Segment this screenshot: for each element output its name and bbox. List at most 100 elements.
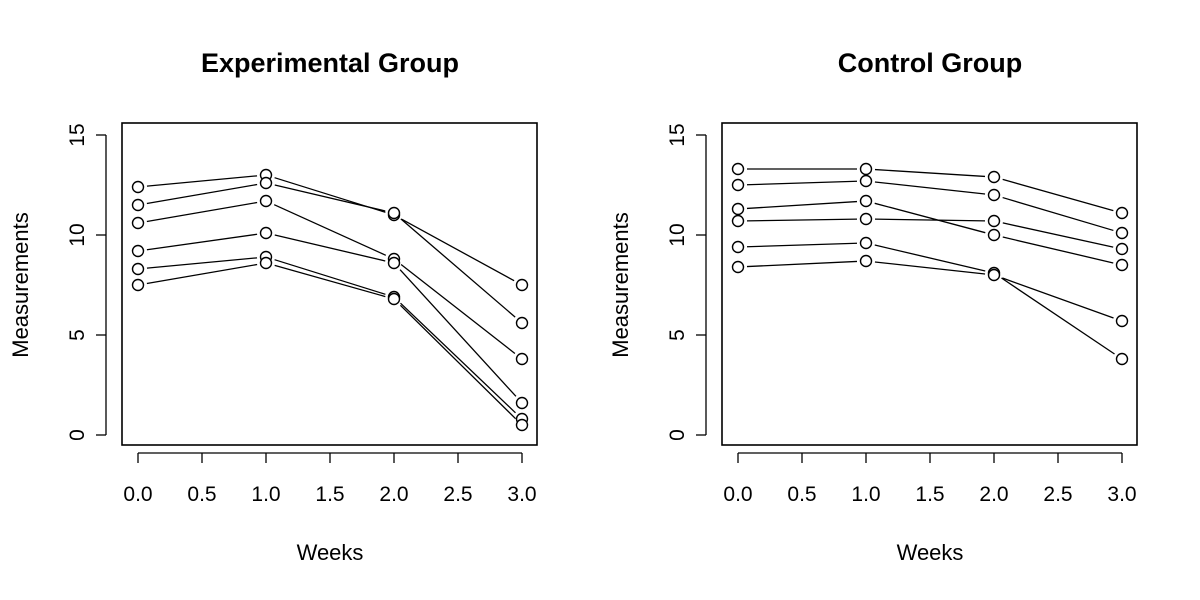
- data-point: [515, 352, 529, 366]
- data-point: [131, 216, 145, 230]
- series-segment: [146, 233, 258, 251]
- chart-title: Control Group: [838, 48, 1022, 78]
- series-line: [131, 194, 529, 366]
- data-point: [515, 396, 529, 410]
- plot-frame: [721, 122, 1138, 446]
- x-axis-label: Weeks: [897, 540, 964, 565]
- y-tick-label: 5: [666, 329, 689, 341]
- y-tick-label: 0: [66, 429, 89, 441]
- series-segment: [146, 175, 258, 187]
- data-point: [131, 278, 145, 292]
- series-segment: [874, 218, 986, 222]
- data-point: [131, 180, 145, 194]
- series-segment: [1002, 196, 1114, 232]
- data-point: [859, 212, 873, 226]
- x-tick-label: 0.5: [187, 483, 216, 506]
- y-axis-label: Measurements: [8, 212, 33, 358]
- series-line: [131, 256, 529, 432]
- x-tick-label: 0.0: [123, 483, 152, 506]
- data-point: [131, 262, 145, 276]
- series-segment: [274, 184, 386, 212]
- y-tick-label: 15: [66, 123, 89, 146]
- series-line: [131, 226, 529, 410]
- data-point: [731, 178, 745, 192]
- series-segment: [746, 218, 858, 222]
- series-line: [731, 174, 1129, 240]
- data-point: [387, 206, 401, 220]
- y-axis-label: Measurements: [608, 212, 633, 358]
- x-tick-label: 2.5: [1043, 483, 1072, 506]
- series-segment: [1002, 178, 1114, 212]
- data-point: [859, 174, 873, 188]
- plot-area: 0.0 0.5 1.0 1.5 2.0 2.5 3.0 0 5 10 15: [66, 123, 537, 506]
- data-point: [259, 256, 273, 270]
- series-segment: [401, 218, 515, 282]
- y-tick-label: 10: [66, 223, 89, 246]
- x-tick-label: 3.0: [1107, 483, 1136, 506]
- series-line: [131, 176, 529, 330]
- plot-frame: [121, 122, 538, 446]
- data-point: [859, 194, 873, 208]
- data-point: [987, 268, 1001, 282]
- chart-title: Experimental Group: [201, 48, 459, 78]
- y-tick-label: 10: [666, 223, 689, 246]
- y-tick-label: 0: [666, 429, 689, 441]
- data-point: [731, 162, 745, 176]
- data-point: [515, 418, 529, 432]
- series-segment: [146, 183, 258, 205]
- series-segment: [400, 264, 516, 354]
- x-tick-label: 0.0: [723, 483, 752, 506]
- data-point: [731, 214, 745, 228]
- data-point: [1115, 226, 1129, 240]
- x-tick-label: 1.0: [251, 483, 280, 506]
- series-segment: [146, 257, 258, 269]
- data-point: [131, 244, 145, 258]
- series-line: [731, 162, 1129, 220]
- x-tick-label: 3.0: [507, 483, 536, 506]
- data-point: [731, 260, 745, 274]
- data-point: [515, 316, 529, 330]
- series-segment: [274, 234, 386, 262]
- series-line: [731, 212, 1129, 256]
- series-segment: [874, 244, 986, 272]
- data-point: [259, 194, 273, 208]
- series-segment: [874, 202, 986, 234]
- x-tick-label: 1.0: [851, 483, 880, 506]
- x-axis-label: Weeks: [297, 540, 364, 565]
- series-segment: [146, 201, 258, 223]
- data-point: [731, 240, 745, 254]
- data-point: [987, 214, 1001, 228]
- data-point: [859, 254, 873, 268]
- series-line: [731, 194, 1129, 272]
- data-point: [387, 292, 401, 306]
- x-axis: 0.0 0.5 1.0 1.5 2.0 2.5 3.0: [723, 452, 1137, 506]
- x-tick-label: 0.5: [787, 483, 816, 506]
- y-tick-label: 15: [666, 123, 689, 146]
- panel-control: Control Group Weeks Measurements 0.0 0.5 1…: [608, 48, 1138, 565]
- series-segment: [746, 242, 858, 248]
- series-segment: [273, 204, 387, 256]
- data-point: [515, 278, 529, 292]
- data-point: [131, 198, 145, 212]
- series-segment: [1002, 236, 1114, 264]
- series-segment: [1002, 277, 1114, 319]
- y-axis: 0 5 10 15: [66, 123, 107, 441]
- x-tick-label: 1.5: [315, 483, 344, 506]
- data-point: [987, 170, 1001, 184]
- series-segment: [1001, 277, 1115, 355]
- series-segment: [874, 168, 986, 178]
- data-point: [1115, 314, 1129, 328]
- series-segment: [274, 264, 386, 298]
- data-point: [987, 228, 1001, 242]
- series-segment: [746, 200, 858, 210]
- series-segment: [146, 263, 258, 285]
- x-tick-label: 2.0: [379, 483, 408, 506]
- series-segment: [874, 261, 986, 275]
- x-tick-label: 1.5: [915, 483, 944, 506]
- data-point: [259, 176, 273, 190]
- series-segment: [746, 180, 858, 186]
- data-point: [259, 226, 273, 240]
- x-tick-label: 2.0: [979, 483, 1008, 506]
- series-segment: [1002, 222, 1114, 248]
- data-point: [859, 236, 873, 250]
